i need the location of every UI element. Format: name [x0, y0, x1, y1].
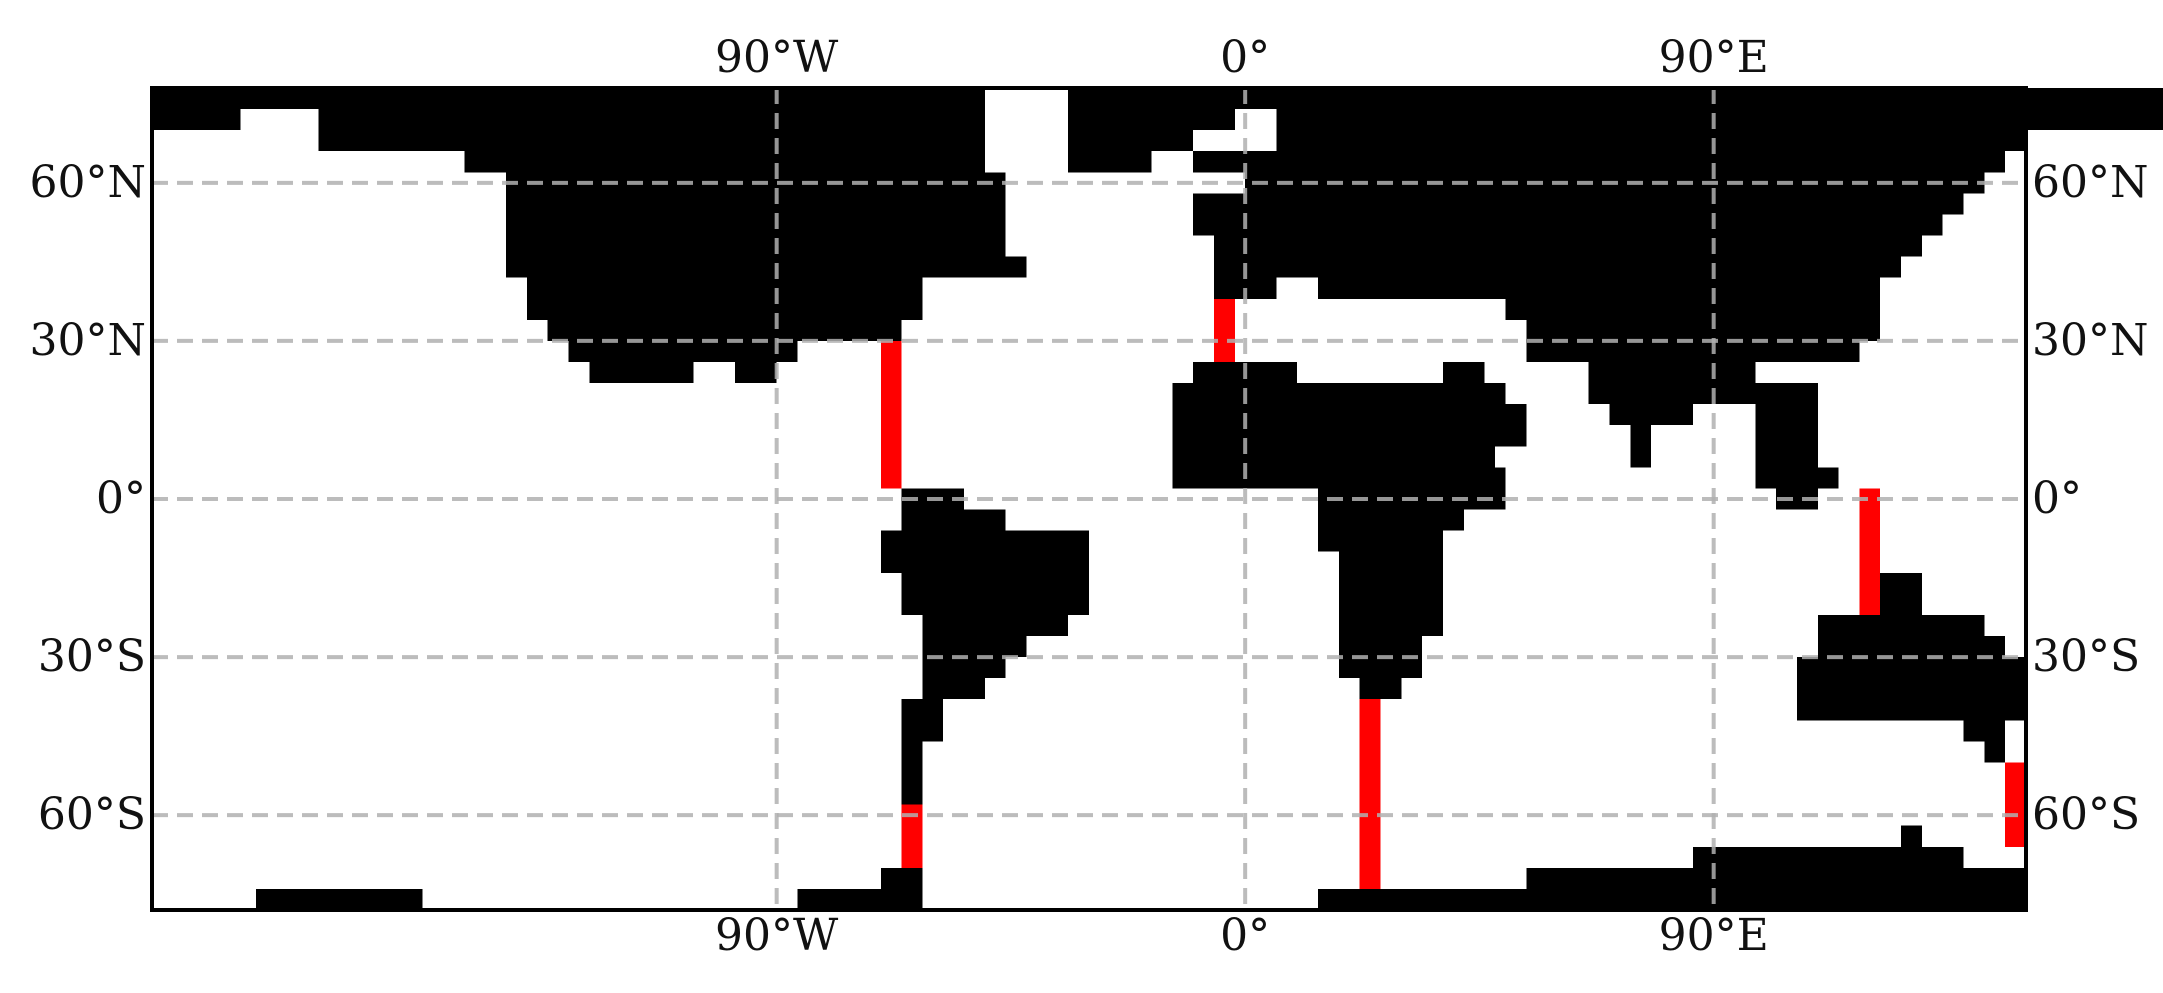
- land-cell-65: [1193, 467, 1506, 489]
- land-cell-54: [1609, 404, 1693, 426]
- land-cell-43: [1193, 214, 1943, 236]
- lat-tick-label-left: 60°S: [38, 789, 146, 840]
- land-cell-93: [1796, 846, 1964, 910]
- land-cell-34: [1151, 130, 1194, 152]
- land-cell-91: [1526, 867, 1693, 910]
- lon-tick-label-top: 90°E: [1659, 32, 1769, 83]
- land-cell-53: [1713, 362, 1756, 405]
- tick-labels: 90°W 90°W 0° 0° 90°E 90°E 60°N 60°N 30°N 30°N 0° 0°…: [30, 32, 2149, 961]
- land-cell-90: [1318, 888, 1527, 910]
- lon-tick-label-top: 0°: [1220, 32, 1270, 83]
- land-cell-9: [610, 130, 985, 152]
- land-cell-98: [1817, 636, 2006, 658]
- lon-tick-label-bottom: 90°W: [715, 910, 839, 961]
- land-cell-0: [152, 88, 241, 131]
- land-cell-68: [1172, 425, 1527, 447]
- land-cell-77: [901, 509, 1006, 531]
- lat-tick-label-left: 60°N: [30, 157, 147, 208]
- land-cell-28: [755, 340, 777, 362]
- grid-layer: [152, 88, 2026, 910]
- lat-tick-label-left: 30°N: [30, 315, 147, 366]
- land-cell-44: [1213, 235, 1922, 257]
- land-cell-80: [922, 614, 1069, 636]
- lat-tick-label-right: 60°N: [2032, 157, 2149, 208]
- land-cell-38: [1276, 109, 2163, 131]
- land-cell-26: [693, 340, 736, 362]
- land-cell-11: [505, 172, 1006, 257]
- land-cell-82: [922, 657, 1006, 679]
- lat-tick-label-left: 30°S: [38, 631, 146, 682]
- land-cell-84: [901, 699, 944, 721]
- land-cell-75: [1359, 678, 1402, 700]
- land-cell-51: [1817, 340, 1860, 362]
- land-cell-100: [1796, 657, 2026, 721]
- land-cell-15: [547, 319, 902, 341]
- land-cell-52: [1588, 362, 1714, 405]
- lat-tick-label-right: 30°N: [2032, 315, 2149, 366]
- land-cell-83: [922, 678, 985, 700]
- land-cell-47: [1318, 277, 1881, 299]
- land-cell-92: [1692, 846, 1797, 910]
- barrier-segment-1: [901, 804, 923, 868]
- land-cell-33: [1151, 88, 1235, 131]
- lat-tick-label-right: 0°: [2032, 473, 2082, 524]
- lon-tick-label-bottom: 90°E: [1659, 910, 1769, 961]
- land-cell-6: [318, 109, 402, 131]
- land-cell-42: [1193, 193, 1964, 215]
- land-cell-85: [901, 720, 944, 742]
- land-cell-69: [1442, 362, 1485, 384]
- land-cell-67: [1172, 404, 1527, 426]
- barrier-segment-0: [880, 340, 902, 489]
- lon-tick-label-bottom: 0°: [1220, 910, 1270, 961]
- barrier-layer: [880, 298, 2026, 889]
- barrier-segment-2: [1213, 298, 1235, 362]
- land-cell-86: [901, 741, 923, 805]
- land-cell-102: [1984, 720, 2006, 763]
- barrier-segment-4: [1859, 488, 1881, 615]
- land-cell-78: [880, 530, 1089, 573]
- land-cell-71: [1318, 509, 1464, 531]
- land-cell-55: [1630, 425, 1652, 468]
- land-cell-60: [1776, 488, 1818, 510]
- land-cell-4: [401, 130, 465, 152]
- lat-tick-label-right: 30°S: [2032, 631, 2140, 682]
- land-cell-94: [1963, 867, 2026, 910]
- land-cell-48: [1505, 298, 1881, 320]
- land-cell-37: [1234, 88, 1339, 110]
- land-cell-45: [1213, 256, 1902, 278]
- land-cell-89: [256, 888, 423, 910]
- land-cell-40: [1193, 151, 2006, 173]
- land-cell-10: [505, 151, 985, 173]
- land-cell-73: [1338, 551, 1443, 636]
- land-cell-49: [1526, 319, 1881, 341]
- land-layer: [152, 88, 2163, 910]
- land-cell-62: [1172, 383, 1506, 405]
- land-cell-95: [1901, 825, 1922, 847]
- land-cell-24: [589, 362, 694, 384]
- map-frame: [150, 86, 2028, 912]
- land-cell-56: [1796, 383, 1818, 489]
- land-cell-39: [1276, 130, 2026, 152]
- land-cell-35: [1068, 151, 1110, 173]
- barrier-segment-5: [2005, 762, 2026, 847]
- land-cell-96: [1880, 572, 1922, 615]
- lon-tick-label-top: 90°W: [715, 32, 839, 83]
- land-cell-88: [797, 888, 923, 910]
- land-cell-13: [505, 256, 1027, 278]
- land-cell-81: [922, 636, 1027, 658]
- land-cell-31: [755, 362, 777, 384]
- land-cell-1: [240, 88, 319, 110]
- land-cell-50: [1526, 340, 1818, 362]
- land-cell-14: [526, 277, 923, 320]
- lat-tick-label-left: 0°: [96, 473, 146, 524]
- land-cell-97: [1817, 614, 1985, 636]
- lat-tick-label-right: 60°S: [2032, 789, 2140, 840]
- land-cell-7: [401, 88, 985, 131]
- land-cell-59: [1755, 467, 1839, 489]
- land-cell-72: [1318, 530, 1443, 552]
- barrier-segment-3: [1359, 699, 1381, 889]
- land-cell-79: [901, 572, 1089, 615]
- land-cell-87: [880, 867, 923, 889]
